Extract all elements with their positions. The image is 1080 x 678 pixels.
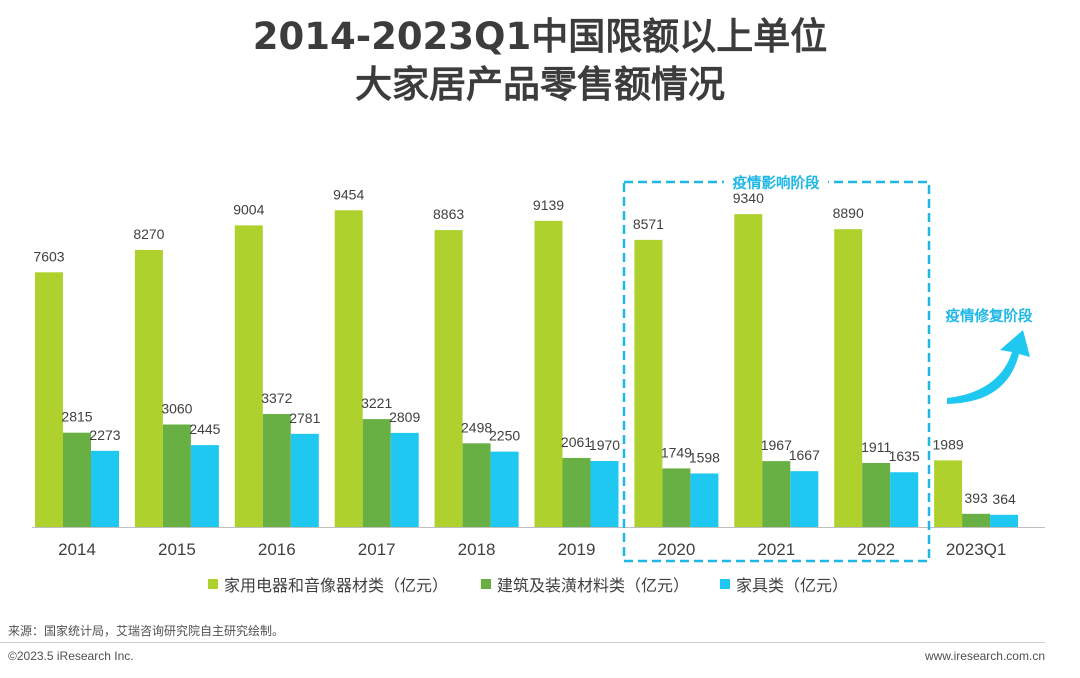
data-label-building-materials-2018: 2498 xyxy=(461,419,492,435)
data-label-furniture-2018: 2250 xyxy=(489,428,520,444)
bar-furniture-2017 xyxy=(390,432,419,527)
legend-swatch xyxy=(720,579,730,589)
bar-furniture-2019 xyxy=(590,461,619,527)
data-label-building-materials-2021: 1967 xyxy=(761,437,792,453)
bar-building-materials-2020 xyxy=(662,468,691,527)
x-tick-label-2021: 2021 xyxy=(757,540,795,559)
bar-group xyxy=(35,210,1019,528)
legend-label: 家具类（亿元） xyxy=(736,576,849,595)
data-label-furniture-2023Q1: 364 xyxy=(992,491,1016,507)
legend-item-furniture: 家具类（亿元） xyxy=(720,572,848,596)
legend-item-appliances: 家用电器和音像器材类（亿元） xyxy=(208,572,448,596)
recovery-arrow-icon xyxy=(947,330,1030,404)
bar-building-materials-2019 xyxy=(562,457,591,527)
data-label-furniture-2020: 1598 xyxy=(689,449,720,465)
bar-building-materials-2018 xyxy=(462,443,491,527)
bar-appliances-2015 xyxy=(134,249,163,527)
copyright: ©2023.5 iResearch Inc. xyxy=(8,649,134,663)
x-tick-label-2023Q1: 2023Q1 xyxy=(946,540,1007,559)
data-label-building-materials-2019: 2061 xyxy=(561,434,592,450)
bar-appliances-2014 xyxy=(35,272,63,527)
x-tick-label-2018: 2018 xyxy=(458,540,496,559)
data-label-furniture-2022: 1635 xyxy=(889,448,920,464)
bar-chart: 疫情影响阶段 疫情修复阶段 7603 2815 2273 2014 8270 3060 24… xyxy=(32,173,1045,563)
x-tick-label-2015: 2015 xyxy=(158,540,196,559)
data-label-building-materials-2022: 1911 xyxy=(861,439,891,455)
data-label-appliances-2021: 9340 xyxy=(733,190,764,206)
legend: 家用电器和音像器材类（亿元） 建筑及装潢材料类（亿元） 家具类（亿元） xyxy=(0,572,1080,596)
data-label-furniture-2015: 2445 xyxy=(189,421,220,437)
data-label-furniture-2016: 2781 xyxy=(289,410,320,426)
footer-divider xyxy=(0,642,1045,643)
bar-appliances-2019 xyxy=(534,220,563,527)
x-tick-label-2017: 2017 xyxy=(358,540,396,559)
x-tick-label-2020: 2020 xyxy=(657,540,695,559)
x-tick-label-2014: 2014 xyxy=(58,540,96,559)
data-label-furniture-2019: 1970 xyxy=(589,437,620,453)
bar-building-materials-2022 xyxy=(862,462,891,527)
legend-swatch xyxy=(481,579,491,589)
website-link[interactable]: www.iresearch.com.cn xyxy=(924,649,1045,663)
legend-label: 建筑及装潢材料类（亿元） xyxy=(497,576,690,595)
bar-furniture-2022 xyxy=(890,472,919,527)
bar-furniture-2016 xyxy=(290,433,319,527)
annotation-impact-label: 疫情影响阶段 xyxy=(733,174,820,192)
bar-appliances-2017 xyxy=(334,210,363,527)
data-label-building-materials-2020: 1749 xyxy=(661,444,692,460)
bar-building-materials-2017 xyxy=(362,419,391,527)
data-label-appliances-2017: 9454 xyxy=(333,186,364,202)
data-label-appliances-2018: 8863 xyxy=(433,206,464,222)
bar-furniture-2021 xyxy=(790,471,819,527)
bar-building-materials-2016 xyxy=(262,414,291,527)
data-label-furniture-2014: 2273 xyxy=(89,427,120,443)
data-label-furniture-2021: 1667 xyxy=(789,447,820,463)
bar-furniture-2023Q1 xyxy=(990,514,1019,527)
annotation-label-bg xyxy=(724,173,828,193)
epidemic-impact-box xyxy=(622,180,931,563)
bar-furniture-2015 xyxy=(190,445,219,527)
x-tick-label-2016: 2016 xyxy=(258,540,296,559)
data-label-appliances-2016: 9004 xyxy=(233,201,264,217)
data-label-appliances-2022: 8890 xyxy=(833,205,864,221)
bar-appliances-2023Q1 xyxy=(934,460,963,527)
x-tick-label-2019: 2019 xyxy=(558,540,596,559)
chart-title-line1: 2014-2023Q1中国限额以上单位 xyxy=(252,15,828,58)
x-tick-label-2022: 2022 xyxy=(857,540,895,559)
bar-appliances-2021 xyxy=(734,214,763,528)
legend-item-building-materials: 建筑及装潢材料类（亿元） xyxy=(481,572,689,596)
bar-appliances-2022 xyxy=(834,229,863,527)
bar-furniture-2014 xyxy=(91,450,119,527)
bar-furniture-2018 xyxy=(490,451,519,527)
data-label-appliances-2019: 9139 xyxy=(533,197,564,213)
data-label-building-materials-2023Q1: 393 xyxy=(964,490,988,506)
bar-building-materials-2014 xyxy=(63,432,91,527)
data-label-furniture-2017: 2809 xyxy=(389,409,420,425)
data-label-appliances-2023Q1: 1989 xyxy=(933,436,964,452)
bar-appliances-2018 xyxy=(434,230,463,528)
data-label-building-materials-2017: 3221 xyxy=(361,395,392,411)
data-label-appliances-2020: 8571 xyxy=(633,216,664,232)
annotation-recovery-label: 疫情修复阶段 xyxy=(946,307,1033,325)
bar-appliances-2020 xyxy=(634,239,663,527)
bar-building-materials-2023Q1 xyxy=(962,513,991,527)
bar-furniture-2020 xyxy=(690,473,719,527)
chart-title-line2: 大家居产品零售额情况 xyxy=(355,63,725,106)
legend-swatch xyxy=(208,579,218,589)
data-label-building-materials-2015: 3060 xyxy=(161,400,192,416)
legend-label: 家用电器和音像器材类（亿元） xyxy=(224,576,449,595)
data-label-appliances-2015: 8270 xyxy=(133,226,164,242)
source-note: 来源：国家统计局，艾瑞咨询研究院自主研究绘制。 xyxy=(8,624,285,638)
bar-building-materials-2015 xyxy=(162,424,191,527)
data-label-building-materials-2016: 3372 xyxy=(261,390,292,406)
data-label-appliances-2014: 7603 xyxy=(33,248,64,264)
data-label-building-materials-2014: 2815 xyxy=(61,409,92,425)
bar-appliances-2016 xyxy=(234,225,263,527)
bar-building-materials-2021 xyxy=(762,461,791,527)
